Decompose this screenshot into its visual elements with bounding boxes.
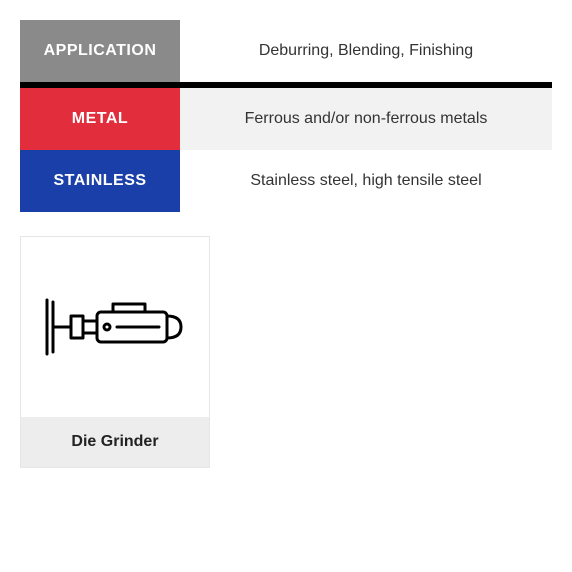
spec-label: METAL xyxy=(20,88,180,150)
spec-row: APPLICATIONDeburring, Blending, Finishin… xyxy=(20,20,552,82)
spec-value: Deburring, Blending, Finishing xyxy=(180,20,552,82)
spec-label: STAINLESS xyxy=(20,150,180,212)
spec-value: Stainless steel, high tensile steel xyxy=(180,150,552,212)
spec-row: STAINLESSStainless steel, high tensile s… xyxy=(20,150,552,212)
spec-value: Ferrous and/or non-ferrous metals xyxy=(180,88,552,150)
tool-card: Die Grinder xyxy=(20,236,210,468)
spec-table: APPLICATIONDeburring, Blending, Finishin… xyxy=(20,20,552,212)
spec-row: METALFerrous and/or non-ferrous metals xyxy=(20,88,552,150)
tool-image xyxy=(21,237,209,417)
die-grinder-icon xyxy=(35,282,195,372)
tool-label: Die Grinder xyxy=(21,417,209,467)
spec-label: APPLICATION xyxy=(20,20,180,82)
